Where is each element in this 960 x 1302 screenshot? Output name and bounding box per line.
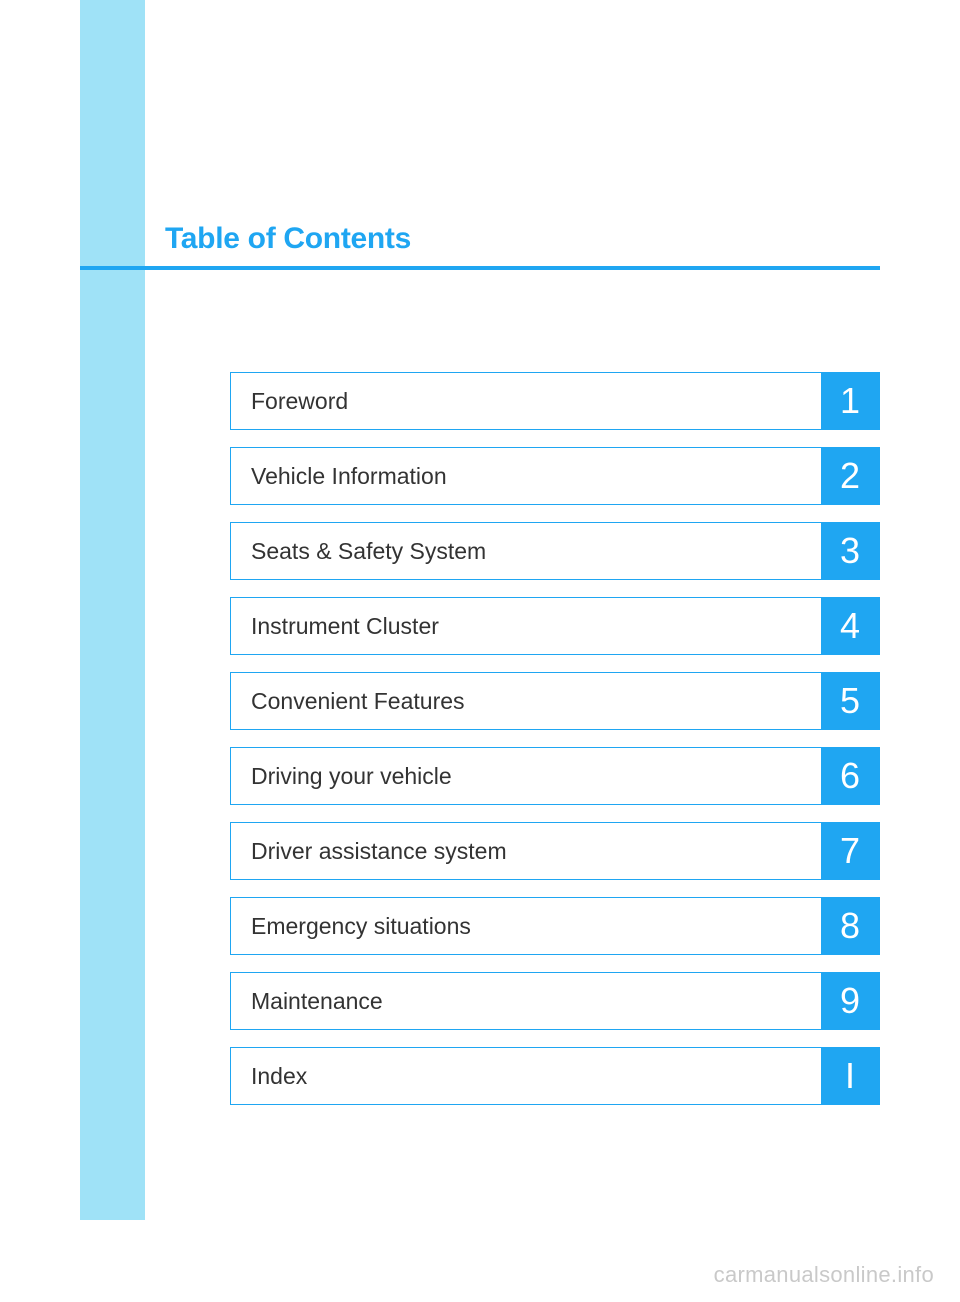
toc-number: 6 <box>821 748 879 804</box>
toc-number: 8 <box>821 898 879 954</box>
toc-label: Driver assistance system <box>231 823 821 879</box>
toc-number: 9 <box>821 973 879 1029</box>
toc-label: Seats & Safety System <box>231 523 821 579</box>
page-title: Table of Contents <box>165 222 411 256</box>
toc-label: Index <box>231 1048 821 1104</box>
toc-item-seats-safety[interactable]: Seats & Safety System 3 <box>230 522 880 580</box>
toc-number: I <box>821 1048 879 1104</box>
toc-item-driving[interactable]: Driving your vehicle 6 <box>230 747 880 805</box>
toc-label: Emergency situations <box>231 898 821 954</box>
title-underline <box>80 266 880 270</box>
toc-label: Instrument Cluster <box>231 598 821 654</box>
toc-item-emergency[interactable]: Emergency situations 8 <box>230 897 880 955</box>
toc-number: 3 <box>821 523 879 579</box>
sidebar-accent <box>80 0 145 1220</box>
toc-item-index[interactable]: Index I <box>230 1047 880 1105</box>
toc-item-driver-assistance[interactable]: Driver assistance system 7 <box>230 822 880 880</box>
toc-label: Maintenance <box>231 973 821 1029</box>
toc-number: 2 <box>821 448 879 504</box>
toc-item-foreword[interactable]: Foreword 1 <box>230 372 880 430</box>
watermark: carmanualsonline.info <box>714 1262 934 1288</box>
toc-item-convenient-features[interactable]: Convenient Features 5 <box>230 672 880 730</box>
toc-label: Driving your vehicle <box>231 748 821 804</box>
toc-label: Foreword <box>231 373 821 429</box>
toc-label: Convenient Features <box>231 673 821 729</box>
toc-item-vehicle-information[interactable]: Vehicle Information 2 <box>230 447 880 505</box>
toc-number: 1 <box>821 373 879 429</box>
toc-list: Foreword 1 Vehicle Information 2 Seats &… <box>230 372 880 1122</box>
toc-label: Vehicle Information <box>231 448 821 504</box>
toc-number: 7 <box>821 823 879 879</box>
toc-item-instrument-cluster[interactable]: Instrument Cluster 4 <box>230 597 880 655</box>
toc-item-maintenance[interactable]: Maintenance 9 <box>230 972 880 1030</box>
toc-number: 5 <box>821 673 879 729</box>
toc-number: 4 <box>821 598 879 654</box>
